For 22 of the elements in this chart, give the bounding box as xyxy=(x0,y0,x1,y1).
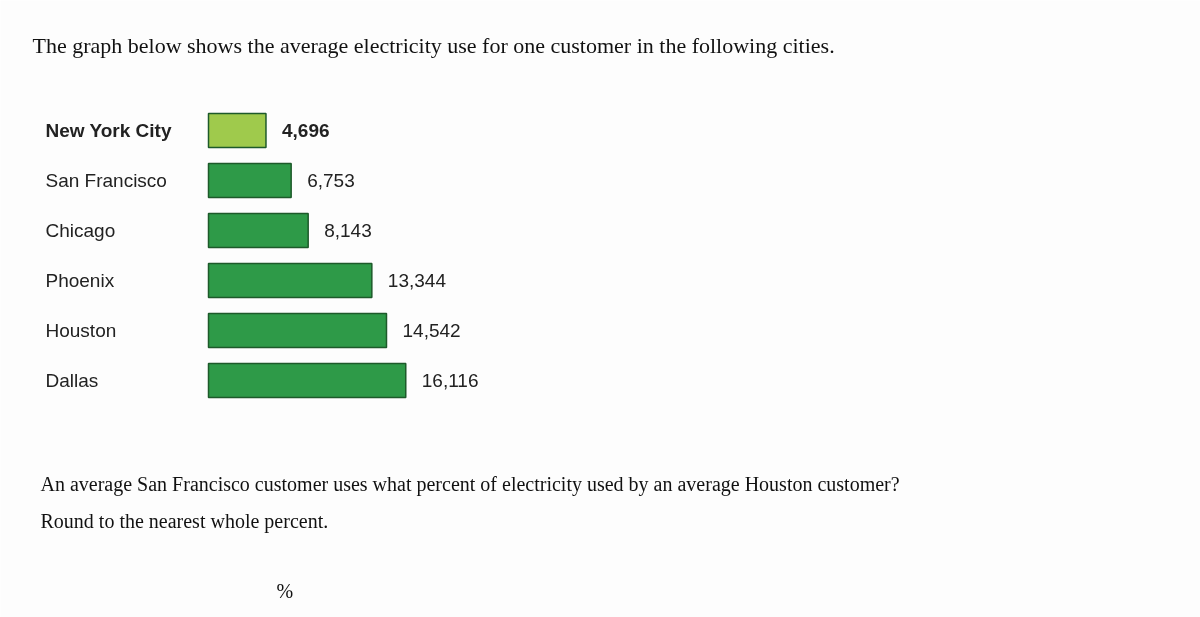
data-label: 14,542 xyxy=(402,320,461,341)
y-tick-label: Chicago xyxy=(45,220,116,241)
bar xyxy=(207,362,407,399)
text: An average San Francisco customer uses what percent of electricity used by an average Houston customer? xyxy=(40,472,900,496)
y-tick-label: Houston xyxy=(45,320,117,341)
y-tick-label: Phoenix xyxy=(45,270,115,291)
y-tick-label: San Francisco xyxy=(45,170,167,191)
data-label: 16,116 xyxy=(421,370,479,391)
bar xyxy=(207,112,267,149)
bar xyxy=(207,162,292,199)
bar xyxy=(207,262,373,299)
text: Round to the nearest whole percent. xyxy=(40,509,329,533)
bar xyxy=(207,212,309,249)
data-label: 8,143 xyxy=(324,220,372,241)
data-label: 13,344 xyxy=(387,270,447,291)
data-label: 4,696 xyxy=(281,120,330,141)
y-tick-label: Dallas xyxy=(45,370,99,391)
bar xyxy=(207,312,388,349)
chart-title: The graph below shows the average electricity use for one customer in the following cities. xyxy=(32,33,835,58)
data-label: 6,753 xyxy=(307,170,355,191)
text: % xyxy=(276,579,294,602)
y-tick-label: New York City xyxy=(45,120,172,141)
